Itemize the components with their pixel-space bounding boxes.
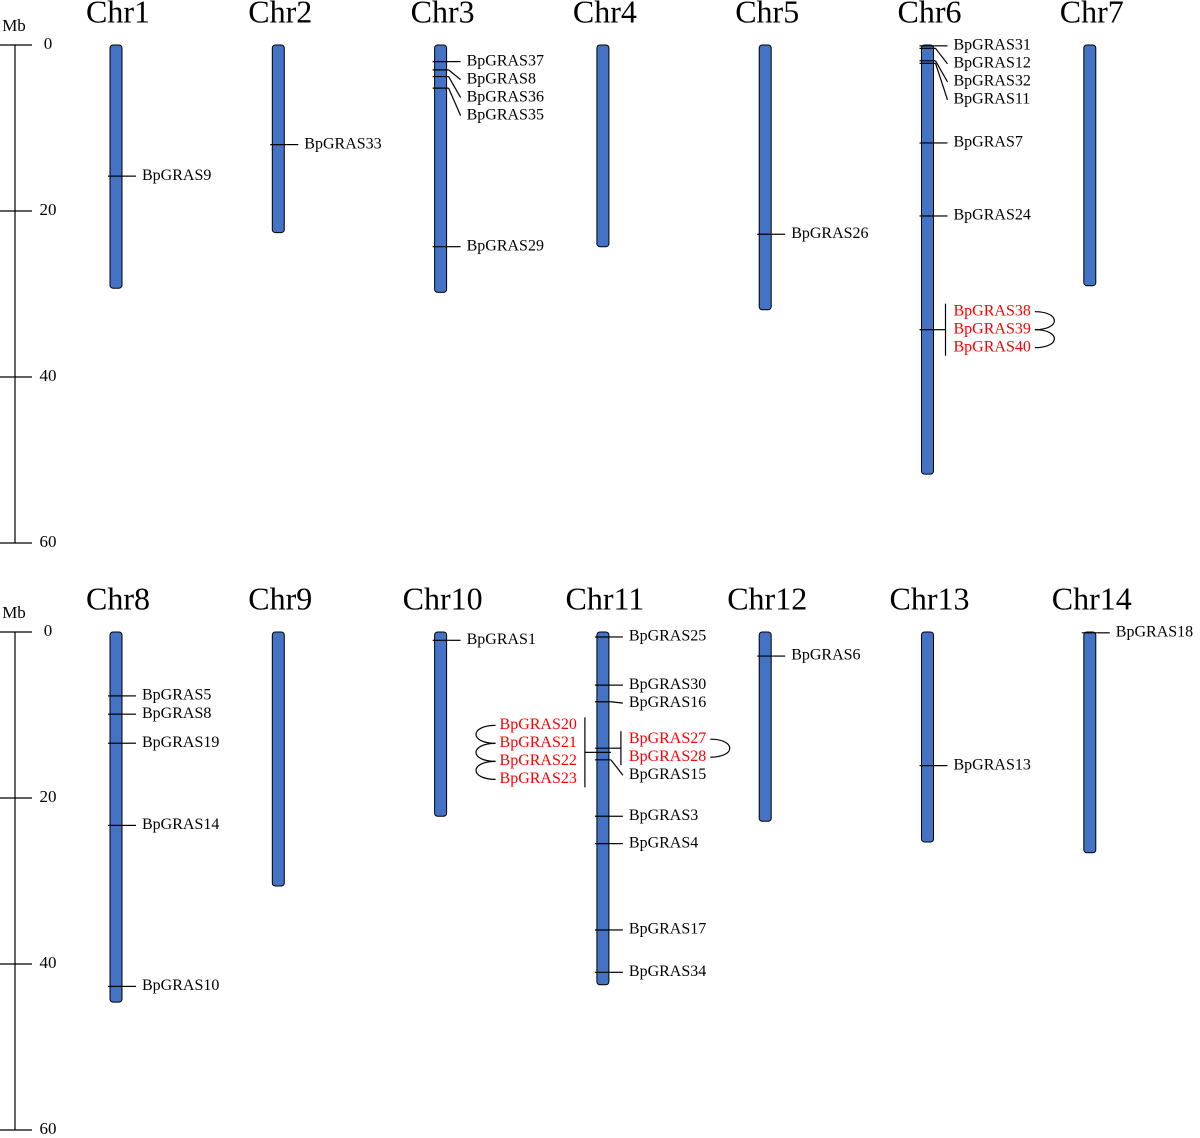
chromosome <box>434 44 448 293</box>
gene-connector <box>610 759 624 776</box>
scale-tick-label: 60 <box>40 532 57 551</box>
scale-label: Mb <box>2 16 26 35</box>
gene-label: BpGRAS29 <box>467 237 544 254</box>
gene-label: BpGRAS21 <box>500 734 577 751</box>
chromosome-name: Chr9 <box>248 580 312 616</box>
gene-label: BpGRAS20 <box>500 716 577 733</box>
gene-label: BpGRAS17 <box>629 921 706 938</box>
gene-connector <box>448 76 462 98</box>
tandem-arc <box>1034 329 1055 349</box>
gene-label: BpGRAS26 <box>791 225 868 242</box>
chromosome <box>921 44 934 475</box>
chromosome-name: Chr6 <box>898 0 962 29</box>
gene-label: BpGRAS33 <box>304 135 381 152</box>
scale-tick-label: 60 <box>40 1119 57 1138</box>
tandem-arc <box>710 738 731 758</box>
gene-connector <box>935 47 948 65</box>
chromosome-name: Chr1 <box>86 0 150 29</box>
gene-label: BpGRAS16 <box>629 694 706 711</box>
gene-connector <box>610 701 623 704</box>
chromosome-name: Chr2 <box>248 0 312 29</box>
gene-label: BpGRAS31 <box>954 37 1031 54</box>
gene-label: BpGRAS38 <box>954 302 1031 319</box>
gene-label: BpGRAS18 <box>1116 624 1193 641</box>
gene-label: BpGRAS11 <box>954 91 1031 108</box>
scale-label: Mb <box>2 603 26 622</box>
gene-connector <box>934 60 949 83</box>
tandem-arc <box>1034 311 1055 331</box>
gene-label: BpGRAS34 <box>629 963 706 980</box>
gene-label: BpGRAS30 <box>629 676 706 693</box>
gene-label: BpGRAS10 <box>142 977 219 994</box>
scale-tick-label: 20 <box>40 200 57 219</box>
chromosome-name: Chr7 <box>1060 0 1124 29</box>
chromosome-name: Chr13 <box>890 580 970 616</box>
chromosome <box>434 631 448 817</box>
scale-tick-label: 40 <box>40 953 57 972</box>
chromosome <box>596 631 610 986</box>
gene-label: BpGRAS23 <box>500 770 577 787</box>
chromosome <box>596 44 610 248</box>
chromosome <box>1083 631 1097 854</box>
gene-label: BpGRAS28 <box>629 748 706 765</box>
gene-label: BpGRAS8 <box>467 70 536 87</box>
gene-label: BpGRAS37 <box>467 52 544 69</box>
gene-label: BpGRAS24 <box>954 207 1031 224</box>
gene-label: BpGRAS15 <box>629 766 706 783</box>
scale-tick-label: 0 <box>44 34 53 53</box>
tandem-arc <box>475 742 496 762</box>
chromosome-name: Chr5 <box>735 0 799 29</box>
gene-label: BpGRAS19 <box>142 734 219 751</box>
gene-label: BpGRAS22 <box>500 752 577 769</box>
gene-label: BpGRAS27 <box>629 730 706 747</box>
chromosome-name: Chr10 <box>403 580 483 616</box>
chromosome <box>109 631 123 1003</box>
gene-label: BpGRAS1 <box>467 631 536 648</box>
gene-label: BpGRAS12 <box>954 55 1031 72</box>
gene-label: BpGRAS39 <box>954 320 1031 337</box>
gene-label: BpGRAS7 <box>954 134 1023 151</box>
chromosome <box>1083 44 1097 287</box>
gene-label: BpGRAS25 <box>629 628 706 645</box>
chromosome-name: Chr4 <box>573 0 637 29</box>
chromosome <box>271 44 285 234</box>
chromosome-name: Chr12 <box>727 580 807 616</box>
scale-tick-label: 20 <box>40 787 57 806</box>
tandem-arc <box>475 724 496 744</box>
gene-label: BpGRAS9 <box>142 167 211 184</box>
chromosome-name: Chr8 <box>86 580 150 616</box>
gene-connector <box>448 69 461 81</box>
gene-label: BpGRAS5 <box>142 687 211 704</box>
gene-label: BpGRAS32 <box>954 73 1031 90</box>
chromosome-name: Chr14 <box>1052 580 1132 616</box>
gene-label: BpGRAS13 <box>954 756 1031 773</box>
gene-connector <box>934 63 949 101</box>
gene-label: BpGRAS40 <box>954 338 1031 355</box>
gene-label: BpGRAS35 <box>467 106 544 123</box>
gene-label: BpGRAS36 <box>467 88 544 105</box>
gene-label: BpGRAS8 <box>142 705 211 722</box>
chromosome <box>109 44 123 289</box>
chromosome <box>921 631 934 843</box>
tandem-arc <box>475 760 496 780</box>
chromosome <box>758 44 772 311</box>
chromosome-name: Chr3 <box>411 0 475 29</box>
gene-label: BpGRAS14 <box>142 816 219 833</box>
chromosome <box>758 631 772 822</box>
gene-label: BpGRAS6 <box>791 647 860 664</box>
chromosome <box>271 631 285 887</box>
gene-label: BpGRAS4 <box>629 834 698 851</box>
scale-tick-label: 0 <box>44 621 53 640</box>
scale-tick-label: 40 <box>40 366 57 385</box>
gene-connector <box>448 87 462 116</box>
chromosome-name: Chr11 <box>565 580 644 616</box>
gene-label: BpGRAS3 <box>629 807 698 824</box>
